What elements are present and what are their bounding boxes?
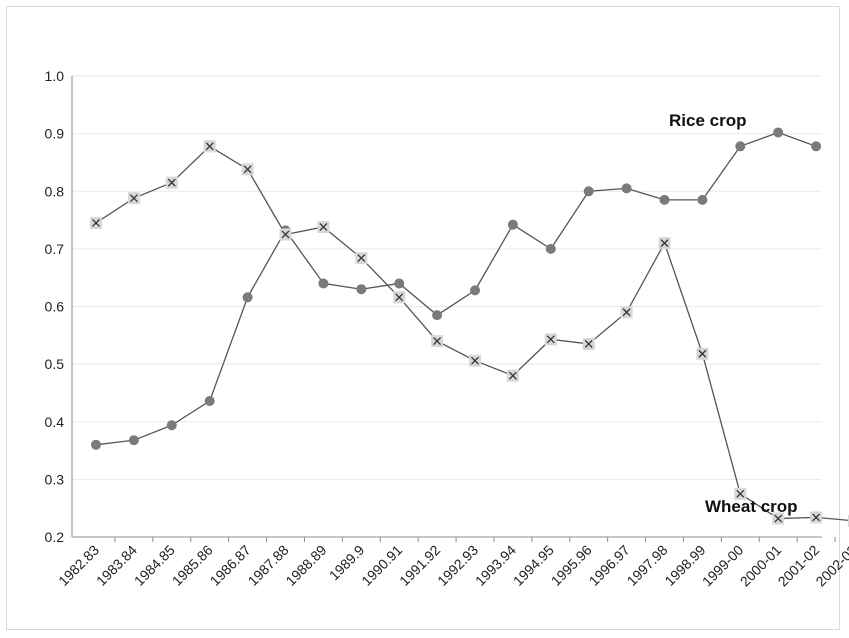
x-tick-label: 1985.86 — [169, 542, 216, 589]
x-tick-labels: 1982.831983.841984.851985.861986.871987.… — [55, 542, 849, 590]
chart-frame — [6, 6, 840, 630]
data-point — [621, 183, 632, 194]
data-point — [811, 141, 822, 152]
y-tick-label: 0.6 — [45, 299, 65, 315]
y-tick-label: 0.2 — [45, 529, 65, 545]
gridlines — [72, 75, 822, 480]
x-tick-label: 1996.97 — [586, 542, 633, 589]
x-tick-label: 1987.88 — [245, 542, 292, 589]
data-point — [242, 292, 253, 303]
data-point — [432, 310, 443, 321]
data-point — [165, 176, 178, 189]
data-point — [734, 487, 747, 500]
y-tick-label: 0.9 — [45, 126, 65, 142]
x-tick-label: 1999-00 — [699, 542, 747, 590]
data-point — [735, 141, 746, 152]
data-point — [90, 216, 102, 229]
y-tick-label: 1.0 — [45, 68, 65, 84]
data-point — [166, 420, 177, 431]
data-point — [241, 163, 254, 176]
data-point — [128, 435, 139, 446]
data-point — [810, 511, 823, 524]
data-point — [772, 512, 785, 525]
series-line — [95, 131, 817, 446]
axes — [71, 76, 836, 542]
series-annotation: Rice crop — [669, 111, 746, 130]
data-point — [507, 219, 518, 230]
series-annotation: Wheat crop — [705, 497, 798, 516]
data-point — [393, 291, 406, 304]
x-tick-label: 1995.96 — [548, 542, 595, 589]
data-point — [583, 186, 594, 197]
data-point — [394, 278, 405, 289]
y-tick-label: 0.8 — [45, 183, 65, 199]
data-point — [697, 194, 708, 205]
x-tick-label: 1994.95 — [510, 542, 557, 589]
x-tick-label: 2001-02 — [775, 542, 823, 590]
y-tick-label: 0.4 — [45, 414, 65, 430]
data-point — [773, 127, 784, 138]
data-point — [620, 306, 633, 319]
data-point — [696, 347, 709, 360]
x-tick-label: 1992.93 — [434, 542, 481, 589]
x-tick-label: 1986.87 — [207, 542, 254, 589]
data-point — [431, 335, 444, 348]
data-point — [658, 237, 671, 250]
x-tick-label: 1993.94 — [472, 542, 519, 589]
data-point — [659, 194, 670, 205]
data-point — [204, 396, 215, 407]
y-tick-labels: 0.2 0.3 0.4 0.5 0.6 0.7 0.8 0.9 1.0 — [45, 68, 65, 545]
data-point — [279, 228, 292, 241]
x-tick-label: 1991.92 — [396, 542, 443, 589]
x-tick-label: 1984.85 — [131, 542, 178, 589]
data-point — [470, 285, 480, 296]
data-point — [318, 278, 329, 289]
data-point — [544, 333, 557, 346]
x-tick-label: 1983.84 — [93, 542, 140, 589]
series-wheat-crop — [90, 140, 849, 527]
y-tick-label: 0.7 — [45, 241, 65, 257]
data-point — [317, 220, 330, 233]
data-point — [356, 284, 367, 295]
data-point — [469, 354, 481, 367]
series-rice-crop — [91, 127, 822, 450]
y-tick-label: 0.3 — [45, 471, 65, 487]
series-line — [95, 145, 849, 522]
data-point — [582, 337, 595, 350]
x-tick-label: 1982.83 — [55, 542, 102, 589]
data-point — [355, 252, 368, 265]
x-tick-label: 1990.91 — [358, 542, 405, 589]
data-point — [545, 243, 556, 254]
data-point — [506, 369, 519, 382]
series — [90, 127, 849, 527]
x-tick-label: 2002-03 — [812, 542, 849, 590]
data-point — [91, 439, 101, 450]
x-tick-label: 2000-01 — [737, 542, 785, 590]
x-tick-label: 1997.98 — [624, 542, 671, 589]
data-point — [127, 192, 140, 205]
annotations: Rice crop Wheat crop — [669, 111, 798, 516]
data-point — [203, 140, 216, 153]
x-tick-label: 1988.89 — [282, 542, 329, 589]
y-tick-label: 0.5 — [45, 356, 65, 372]
